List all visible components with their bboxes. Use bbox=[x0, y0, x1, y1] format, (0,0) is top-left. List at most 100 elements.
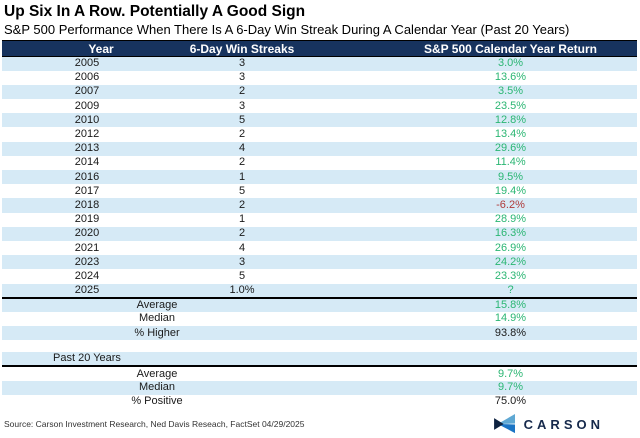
year-cell: 2007 bbox=[2, 84, 172, 100]
carson-logo-text: CARSON bbox=[523, 416, 604, 432]
past20-summary-row: Median 9.7% bbox=[2, 380, 637, 395]
column-header-year: Year bbox=[2, 40, 172, 57]
return-cell: 9.5% bbox=[384, 170, 637, 185]
table-row-year-2010: 2010 5 12.8% bbox=[2, 113, 637, 128]
spacer-cell bbox=[384, 352, 637, 368]
spacer-cell bbox=[312, 198, 384, 213]
summary-value: 15.8% bbox=[384, 297, 637, 312]
past20-summary-row: Average 9.7% bbox=[2, 366, 637, 380]
gap-row bbox=[2, 340, 637, 353]
spacer-cell bbox=[312, 395, 384, 409]
year-cell: 2016 bbox=[2, 170, 172, 185]
year-cell: 2009 bbox=[74, 99, 100, 112]
summary-label: Average bbox=[2, 297, 312, 312]
summary-label: Median bbox=[2, 380, 312, 395]
year-cell: 2018 bbox=[2, 198, 172, 213]
summary-value: 75.0% bbox=[494, 395, 527, 408]
table-row-year-2009: 2009 3 23.5% bbox=[2, 99, 637, 113]
past20-summary-row: % Positive 75.0% bbox=[2, 395, 637, 409]
summary-row: % Higher 93.8% bbox=[2, 326, 637, 341]
report-subtitle: S&P 500 Performance When There Is A 6-Da… bbox=[4, 22, 570, 37]
table-row-year-2017: 2017 5 19.4% bbox=[2, 184, 637, 198]
return-cell: ? bbox=[384, 283, 637, 299]
spacer-cell bbox=[312, 170, 384, 185]
win-streaks-cell: 2 bbox=[172, 84, 312, 100]
table-row-year-2020: 2020 2 16.3% bbox=[2, 226, 637, 241]
summary-value: 93.8% bbox=[384, 326, 637, 341]
table-row-year-2023: 2023 3 24.2% bbox=[2, 255, 637, 270]
spacer-cell bbox=[312, 141, 384, 156]
column-header-spacer bbox=[312, 40, 384, 57]
return-cell: 16.3% bbox=[384, 226, 637, 241]
win-streaks-cell: 4 bbox=[238, 241, 246, 254]
return-cell: 11.4% bbox=[495, 156, 526, 169]
spacer-cell bbox=[312, 156, 384, 170]
year-cell: 2023 bbox=[2, 255, 172, 270]
past20-header-row: Past 20 Years bbox=[2, 352, 637, 368]
gap-cell bbox=[384, 340, 637, 353]
year-cell: 2013 bbox=[2, 141, 172, 156]
return-cell: 12.8% bbox=[384, 113, 637, 128]
summary-label: Average bbox=[136, 367, 178, 380]
win-streaks-cell: 5 bbox=[238, 184, 246, 197]
win-streaks-cell: 3 bbox=[238, 99, 246, 112]
spacer-cell bbox=[312, 352, 384, 368]
summary-value: 9.7% bbox=[384, 380, 637, 395]
summary-value: 9.7% bbox=[497, 367, 524, 380]
report-title: Up Six In A Row. Potentially A Good Sign bbox=[4, 3, 306, 20]
win-streaks-cell: 3 bbox=[238, 71, 246, 84]
summary-value: 14.9% bbox=[494, 312, 527, 325]
table-row-year-2006: 2006 3 13.6% bbox=[2, 71, 637, 85]
table-row-year-2024: 2024 5 23.3% bbox=[2, 269, 637, 283]
return-cell: 3.5% bbox=[384, 84, 637, 100]
return-cell: 26.9% bbox=[494, 241, 527, 254]
spacer-cell bbox=[312, 312, 384, 326]
spacer-cell bbox=[312, 269, 384, 283]
win-streaks-cell: 2 bbox=[238, 156, 246, 169]
return-cell: 13.6% bbox=[494, 71, 527, 84]
spacer-cell bbox=[312, 297, 384, 312]
win-streaks-cell: 2 bbox=[238, 128, 246, 141]
spacer-cell bbox=[172, 352, 312, 368]
year-cell: 2024 bbox=[74, 269, 100, 282]
win-streaks-cell: 1 bbox=[172, 170, 312, 185]
return-cell: 19.4% bbox=[494, 184, 527, 197]
win-streaks-cell: 5 bbox=[238, 269, 246, 282]
past20-label: Past 20 Years bbox=[2, 352, 172, 368]
gap-cell bbox=[312, 340, 384, 353]
column-header-win-streaks: 6-Day Win Streaks bbox=[172, 40, 312, 57]
return-cell: 13.4% bbox=[494, 128, 527, 141]
spacer-cell bbox=[312, 366, 384, 380]
table-row-year-2025: 2025 1.0%? bbox=[2, 283, 637, 299]
table-row-year-2012: 2012 2 13.4% bbox=[2, 127, 637, 141]
table-row-year-2007: 2007 2 3.5% bbox=[2, 84, 637, 100]
spacer-cell bbox=[312, 380, 384, 395]
summary-row: Median 14.9% bbox=[2, 312, 637, 326]
year-cell: 2017 bbox=[74, 184, 100, 197]
spacer-cell bbox=[312, 226, 384, 241]
spacer-cell bbox=[312, 283, 384, 299]
carson-logo: CARSON bbox=[493, 414, 604, 434]
summary-label: % Higher bbox=[2, 326, 312, 341]
year-cell: 2019 bbox=[74, 213, 100, 226]
table-row-year-2018: 2018 2 -6.2% bbox=[2, 198, 637, 213]
return-cell: 28.9% bbox=[494, 213, 527, 226]
win-streaks-cell: 4 bbox=[172, 141, 312, 156]
table-row-year-2019: 2019 1 28.9% bbox=[2, 213, 637, 227]
gap-cell bbox=[172, 340, 312, 353]
table-row-year-2016: 2016 1 9.5% bbox=[2, 170, 637, 185]
year-cell: 2021 bbox=[74, 241, 100, 254]
spacer-cell bbox=[312, 241, 384, 255]
win-streaks-cell: 2 bbox=[172, 198, 312, 213]
summary-label: % Positive bbox=[131, 395, 183, 408]
performance-table: Year 6-Day Win Streaks S&P 500 Calendar … bbox=[2, 40, 637, 409]
spacer-cell bbox=[312, 213, 384, 227]
year-cell: 2020 bbox=[2, 226, 172, 241]
gap-cell bbox=[2, 340, 172, 353]
summary-label: Median bbox=[138, 312, 176, 325]
spacer-cell bbox=[312, 184, 384, 198]
spacer-cell bbox=[312, 127, 384, 141]
spacer-cell bbox=[312, 84, 384, 100]
spacer-cell bbox=[312, 71, 384, 85]
